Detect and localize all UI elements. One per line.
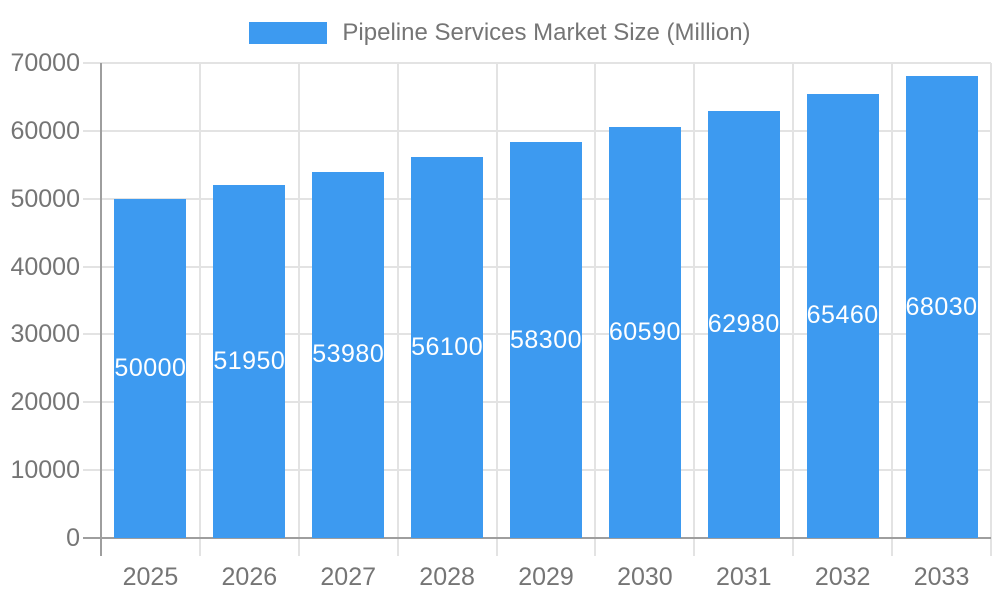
x-axis-tick	[693, 538, 696, 556]
x-axis-tick	[297, 538, 300, 556]
x-axis-tick-label: 2029	[518, 563, 574, 591]
x-axis-tick-label: 2033	[913, 563, 970, 591]
x-axis-tick	[396, 538, 399, 556]
y-axis-tick-label: 70000	[10, 49, 80, 77]
bar-value-label: 56100	[411, 333, 484, 362]
y-axis-tick-label: 30000	[10, 320, 80, 349]
legend[interactable]: Pipeline Services Market Size (Million)	[0, 21, 1000, 45]
y-axis-tick	[83, 469, 101, 472]
x-axis-line	[83, 537, 991, 539]
x-axis-tick-label: 2028	[419, 563, 475, 591]
gridline-vertical	[990, 63, 992, 538]
x-axis-tick-label: 2032	[814, 563, 871, 591]
gridline-vertical	[891, 63, 894, 538]
x-axis-tick-label: 2026	[221, 563, 278, 591]
bar-value-label: 62980	[707, 309, 780, 338]
gridline-vertical	[792, 63, 795, 538]
gridline-horizontal	[101, 62, 991, 64]
bar-2031: 62980	[707, 110, 780, 538]
y-axis-tick	[83, 62, 101, 64]
y-axis-tick-label: 50000	[10, 184, 80, 213]
x-axis-tick	[891, 538, 894, 556]
x-axis-tick	[594, 538, 597, 556]
bar-value-label: 50000	[114, 353, 187, 382]
bar-2027: 53980	[312, 171, 385, 538]
x-axis-tick	[990, 538, 992, 556]
bar-value-label: 68030	[905, 292, 978, 321]
y-axis-tick	[83, 265, 101, 268]
y-axis-tick-label: 40000	[10, 252, 80, 281]
bar-value-label: 58300	[509, 325, 583, 354]
x-axis-tick	[792, 538, 795, 556]
bar-2033: 68030	[906, 76, 978, 538]
y-axis-tick-label: 0	[66, 524, 80, 552]
y-axis-tick	[83, 197, 101, 200]
bar-value-label: 60590	[608, 317, 681, 346]
gridline-vertical	[495, 63, 498, 538]
bar-2026: 51950	[213, 185, 286, 538]
gridline-vertical	[198, 63, 201, 538]
y-axis-tick	[83, 401, 101, 404]
bar-value-label: 53980	[312, 340, 385, 369]
x-axis-tick	[495, 538, 498, 556]
y-axis-line	[100, 63, 102, 556]
y-axis-tick-label: 10000	[10, 456, 80, 485]
gridline-vertical	[396, 63, 399, 538]
x-axis-tick-label: 2031	[715, 563, 772, 591]
bar-2029: 58300	[510, 142, 582, 538]
gridline-vertical	[297, 63, 300, 538]
y-axis-tick	[83, 333, 101, 336]
legend-swatch	[249, 22, 328, 44]
x-axis-tick-label: 2025	[122, 563, 179, 591]
bar-value-label: 65460	[806, 301, 879, 330]
gridline-vertical	[594, 63, 597, 538]
x-axis-tick-label: 2030	[617, 563, 673, 591]
y-axis-tick-label: 60000	[10, 116, 80, 145]
gridline-vertical	[693, 63, 696, 538]
y-axis-tick	[83, 129, 101, 132]
bar-2028: 56100	[411, 157, 484, 538]
x-axis-tick	[198, 538, 201, 556]
gridline-horizontal	[101, 129, 991, 132]
bar-value-label: 51950	[213, 347, 286, 376]
y-axis-tick-label: 20000	[10, 388, 80, 417]
bar-2032: 65460	[806, 93, 879, 538]
bar-2025: 50000	[114, 198, 187, 538]
bar-2030: 60590	[608, 126, 681, 538]
x-axis-tick-label: 2027	[320, 563, 377, 591]
legend-label: Pipeline Services Market Size (Million)	[342, 19, 751, 46]
